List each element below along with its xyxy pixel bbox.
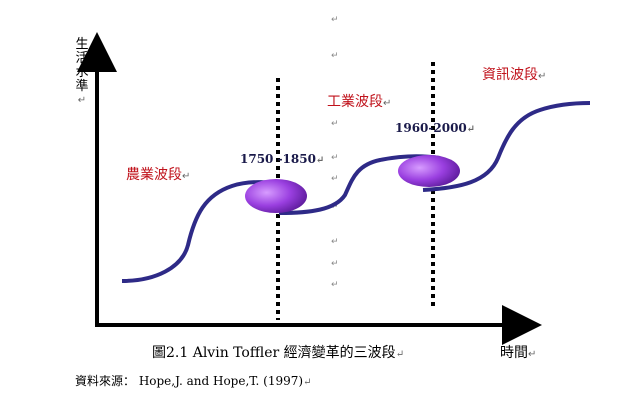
industrial-wave-text: 工業波段: [327, 94, 383, 110]
svg-text:↵: ↵: [331, 153, 339, 163]
y-axis-char: 生: [75, 37, 89, 52]
paragraph-mark: ↵: [395, 349, 405, 360]
industrial-wave-label: 工業波段↵: [327, 95, 391, 109]
caption-text: 圖2.1 Alvin Toffler 經濟變革的三波段: [152, 345, 396, 361]
paragraph-mark: ↵: [182, 171, 191, 182]
period-1750-text: 1750 -1850: [240, 152, 316, 166]
information-wave-label: 資訊波段↵: [482, 68, 546, 82]
svg-text:↵: ↵: [331, 280, 339, 290]
paragraph-mark: ↵: [315, 155, 325, 166]
svg-text:↵: ↵: [331, 259, 339, 269]
information-wave-text: 資訊波段: [482, 67, 538, 83]
agricultural-wave-curve: [121, 180, 289, 283]
transition-1750-ellipse: [245, 179, 307, 213]
svg-text:↵: ↵: [331, 51, 339, 61]
paragraph-mark-column: ↵ ↵ ↵ ↵ ↵ ↵ ↵ ↵ ↵: [331, 15, 339, 290]
period-label-1960: 1960-2000↵: [395, 122, 475, 135]
svg-text:↵: ↵: [331, 202, 339, 212]
figure-caption: 圖2.1 Alvin Toffler 經濟變革的三波段↵: [152, 346, 404, 360]
paragraph-mark: ↵: [303, 377, 312, 388]
transition-1960-ellipse: [398, 155, 460, 187]
y-axis-char: 準: [75, 79, 89, 94]
y-axis-label: 生 活 水 準 ↵: [74, 38, 90, 108]
paragraph-mark: ↵: [383, 98, 392, 109]
svg-text:↵: ↵: [331, 15, 339, 25]
industrial-wave-curve: [278, 154, 441, 215]
information-wave-curve: [422, 101, 591, 192]
paragraph-mark: ↵: [528, 349, 537, 360]
source-citation: 資料來源： Hope,J. and Hope,T. (1997)↵: [75, 375, 311, 388]
agricultural-wave-label: 農業波段↵: [126, 168, 190, 182]
svg-text:↵: ↵: [331, 174, 339, 184]
agricultural-wave-text: 農業波段: [126, 167, 182, 183]
period-label-1750: 1750 -1850↵: [240, 153, 324, 166]
paragraph-mark: ↵: [538, 71, 547, 82]
x-axis-label-text: 時間: [500, 345, 528, 361]
source-text: 資料來源： Hope,J. and Hope,T. (1997): [75, 374, 304, 388]
paragraph-mark: ↵: [77, 95, 87, 106]
y-axis-char: 活: [75, 51, 89, 66]
period-1960-text: 1960-2000: [395, 121, 467, 135]
y-axis-char: 水: [75, 65, 89, 80]
paragraph-mark: ↵: [466, 124, 476, 135]
svg-text:↵: ↵: [331, 119, 339, 129]
svg-text:↵: ↵: [331, 237, 339, 247]
x-axis-label: 時間↵: [500, 346, 536, 360]
